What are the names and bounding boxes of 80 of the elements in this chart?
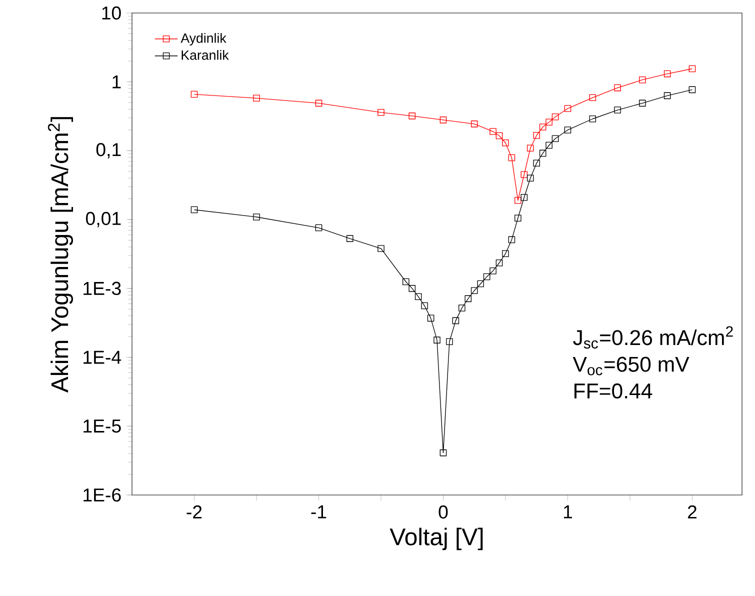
point — [508, 236, 516, 244]
point — [434, 336, 440, 344]
point — [502, 250, 509, 258]
point — [589, 115, 596, 122]
point — [458, 304, 466, 312]
point — [452, 317, 460, 324]
point — [539, 124, 546, 130]
point — [552, 135, 559, 142]
point — [639, 76, 646, 84]
x-axis-title: Voltaj [V] — [390, 528, 483, 550]
point — [614, 84, 621, 92]
annotation: V$_{oc}$=650 mV — [572, 356, 690, 376]
y-tick-label: 1E-6 — [84, 488, 121, 502]
point — [533, 160, 540, 167]
point — [688, 65, 696, 72]
point — [346, 235, 354, 242]
point — [414, 293, 422, 300]
y-tick-label: 1 — [112, 75, 121, 88]
point — [470, 120, 478, 128]
point — [483, 273, 490, 280]
point — [378, 245, 384, 252]
y-tick-label: 0,1 — [96, 142, 121, 158]
point — [520, 194, 528, 201]
y-tick-label: 10 — [102, 6, 121, 20]
x-tick-label: -2 — [186, 505, 202, 518]
point — [421, 302, 428, 310]
point — [408, 112, 416, 120]
point — [253, 94, 260, 102]
point — [253, 214, 260, 220]
point — [546, 118, 552, 126]
legend-label: Aydinlik — [180, 33, 226, 46]
point — [639, 100, 646, 107]
point — [378, 109, 384, 116]
point — [490, 267, 496, 274]
point — [564, 126, 572, 134]
point — [520, 171, 528, 178]
y-tick-label: 1E-5 — [84, 420, 121, 433]
point — [402, 278, 410, 286]
y-tick-label: 1E-4 — [84, 350, 122, 364]
y-tick-label: 1E-3 — [84, 282, 121, 296]
y-axis-title: Akim Yogunlugu [mA/cm$^{2}$] — [48, 117, 74, 393]
point — [533, 132, 540, 139]
point — [315, 100, 322, 107]
y-tick-label: 0,01 — [86, 212, 121, 228]
point — [427, 314, 434, 322]
annotation: FF=0.44 — [574, 383, 652, 399]
point — [664, 70, 671, 78]
point — [464, 295, 472, 302]
point — [508, 154, 516, 162]
point — [552, 113, 559, 120]
point — [564, 105, 572, 112]
point — [526, 174, 534, 182]
point — [190, 90, 198, 98]
point — [190, 206, 198, 214]
point — [315, 224, 322, 232]
point — [514, 196, 522, 204]
point — [408, 285, 416, 292]
point — [664, 92, 671, 100]
point — [440, 449, 447, 456]
point — [514, 214, 522, 222]
legend-label: Karanlik — [182, 50, 229, 60]
point — [446, 338, 453, 346]
x-tick-label: 0 — [438, 505, 448, 519]
point — [470, 287, 478, 294]
point — [589, 94, 596, 102]
x-tick-label: 2 — [688, 505, 696, 518]
point — [477, 280, 484, 288]
point — [502, 139, 509, 146]
annotation: J$_{sc}$=0.26 mA/cm$^{2}$ — [573, 326, 733, 349]
point — [440, 116, 447, 124]
point — [614, 106, 621, 114]
x-tick-label: -1 — [311, 505, 326, 518]
point — [546, 142, 552, 149]
point — [539, 150, 546, 157]
point — [496, 132, 503, 140]
point — [688, 86, 696, 94]
point — [490, 128, 496, 135]
point — [496, 259, 503, 266]
x-tick-label: 1 — [564, 505, 572, 518]
point — [526, 144, 534, 152]
